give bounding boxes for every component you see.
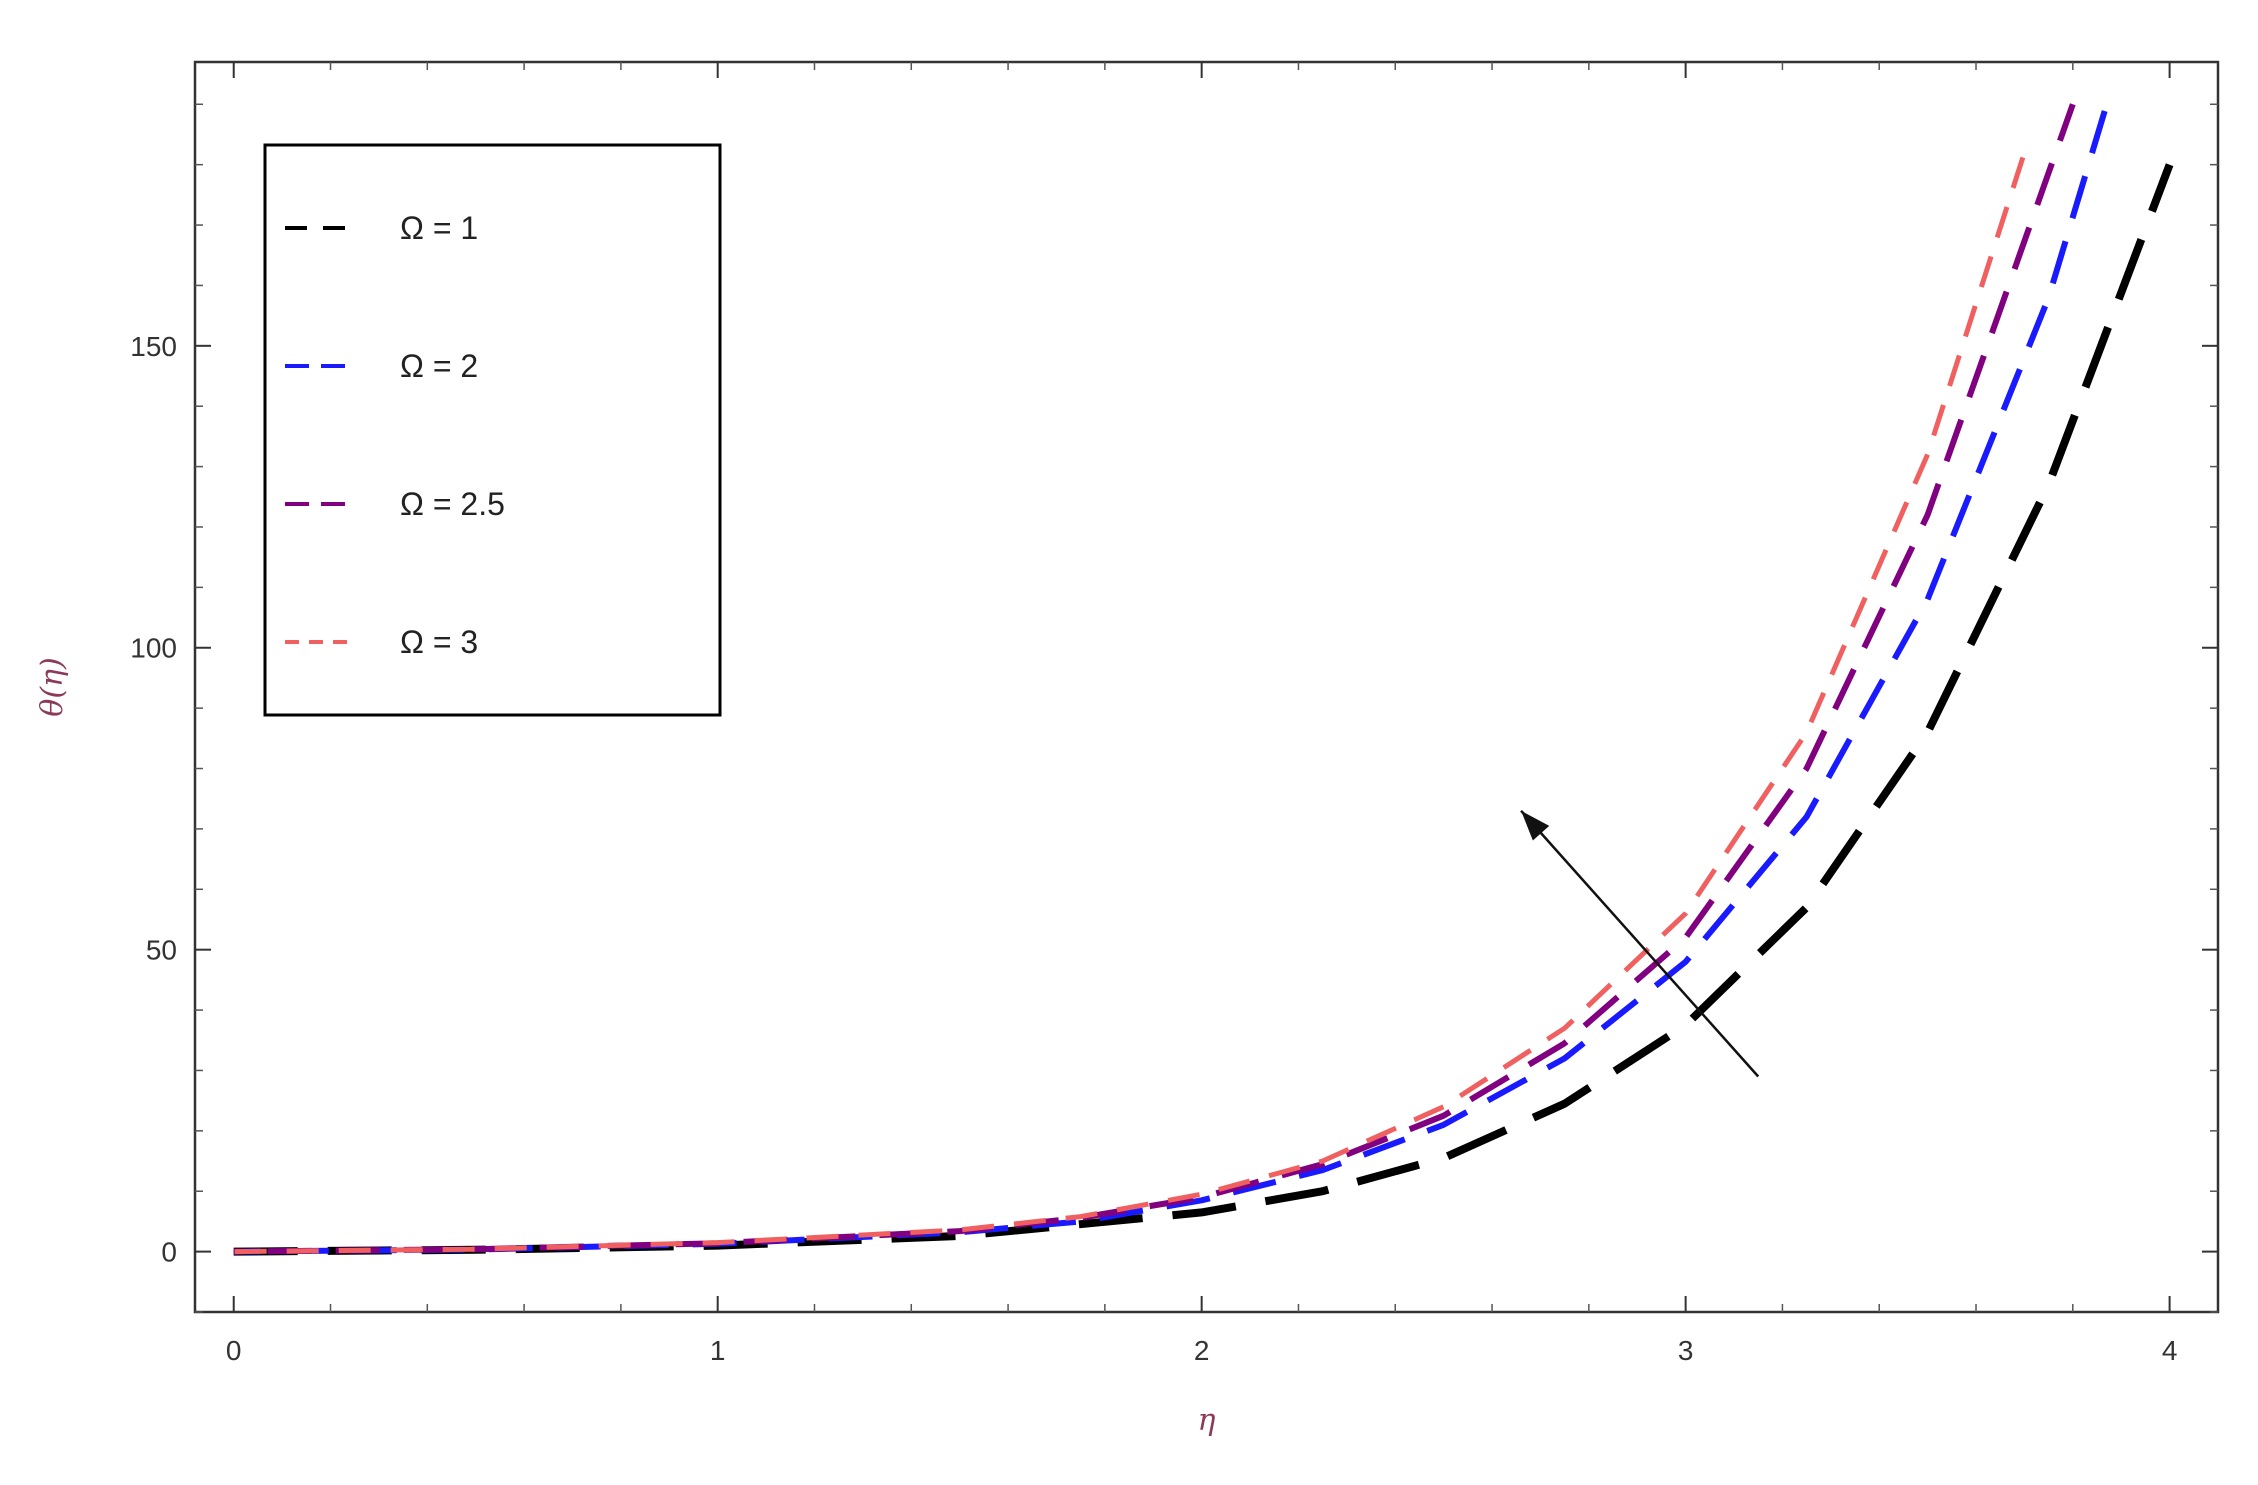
- x-tick-label: 0: [226, 1335, 242, 1366]
- x-tick-label: 3: [1678, 1335, 1694, 1366]
- legend-label-1: Ω = 1: [400, 210, 478, 246]
- x-tick-label: 4: [2162, 1335, 2178, 1366]
- legend-box: [263, 143, 722, 717]
- annotation-layer: [1520, 809, 1760, 1078]
- legend-label-2: Ω = 2: [400, 348, 478, 384]
- axis-ticks: 0 1 2 3 4 0 50 100 150: [130, 62, 2218, 1366]
- legend-label-3: Ω = 2.5: [400, 486, 505, 522]
- x-tick-label: 1: [710, 1335, 726, 1366]
- legend-label-4: Ω = 3: [400, 624, 478, 660]
- y-tick-label: 0: [161, 1237, 177, 1268]
- y-tick-label: 100: [130, 633, 177, 664]
- x-axis-title: η: [1198, 1403, 1216, 1438]
- y-axis-title: θ(η): [35, 657, 70, 716]
- series-layer: [233, 103, 2174, 1256]
- series-line-2: [233, 103, 2110, 1255]
- trend-arrow-head: [1521, 810, 1550, 841]
- trend-arrow-shaft: [1520, 809, 1760, 1078]
- x-tick-label: 2: [1194, 1335, 1210, 1366]
- y-tick-label: 50: [146, 935, 177, 966]
- legend: Ω = 1 Ω = 2 Ω = 2.5 Ω = 3: [263, 143, 722, 717]
- plot-frame: [193, 60, 2220, 1314]
- series-line-4: [233, 151, 2027, 1255]
- y-tick-label: 150: [130, 331, 177, 362]
